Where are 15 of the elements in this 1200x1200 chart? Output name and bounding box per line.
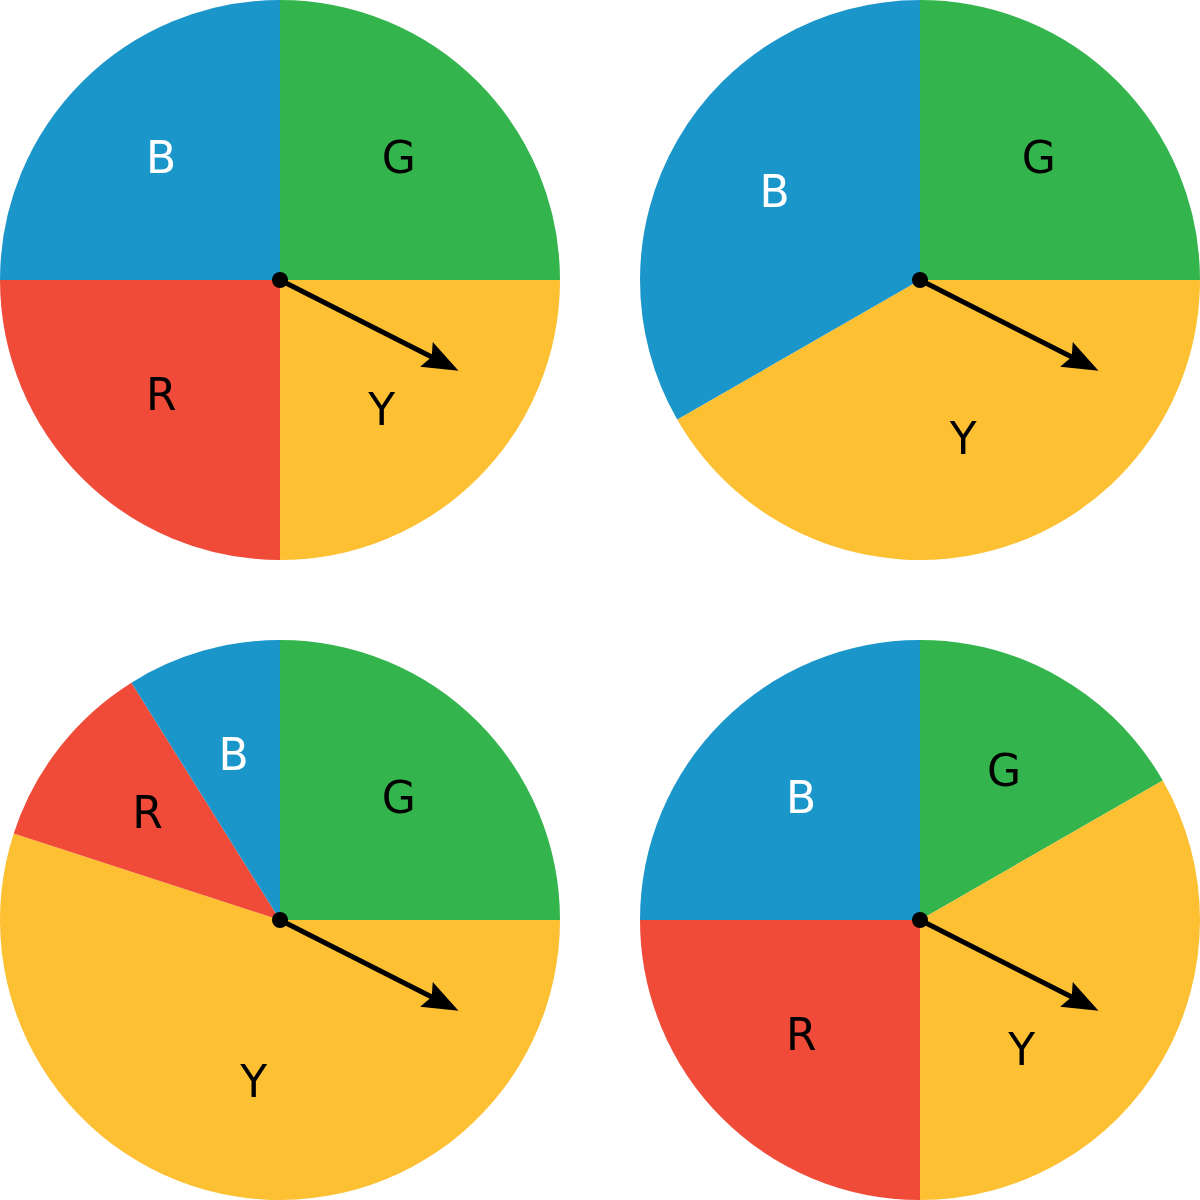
slice-label: G [381, 131, 416, 183]
slice-label: R [785, 1009, 817, 1061]
slice-label: Y [948, 412, 977, 464]
slice-label: B [786, 771, 817, 823]
slice-label: B [759, 166, 790, 218]
slice-label: Y [367, 384, 396, 436]
slice-label: B [218, 728, 249, 780]
slice-label: R [132, 787, 163, 839]
slice-label: G [381, 771, 416, 823]
slice-label: B [146, 131, 177, 183]
slice-label: G [987, 745, 1022, 797]
slice-label: G [1021, 131, 1056, 183]
slice-label: R [145, 369, 177, 421]
slice-label: Y [239, 1056, 268, 1108]
slice-label: Y [1007, 1024, 1036, 1076]
